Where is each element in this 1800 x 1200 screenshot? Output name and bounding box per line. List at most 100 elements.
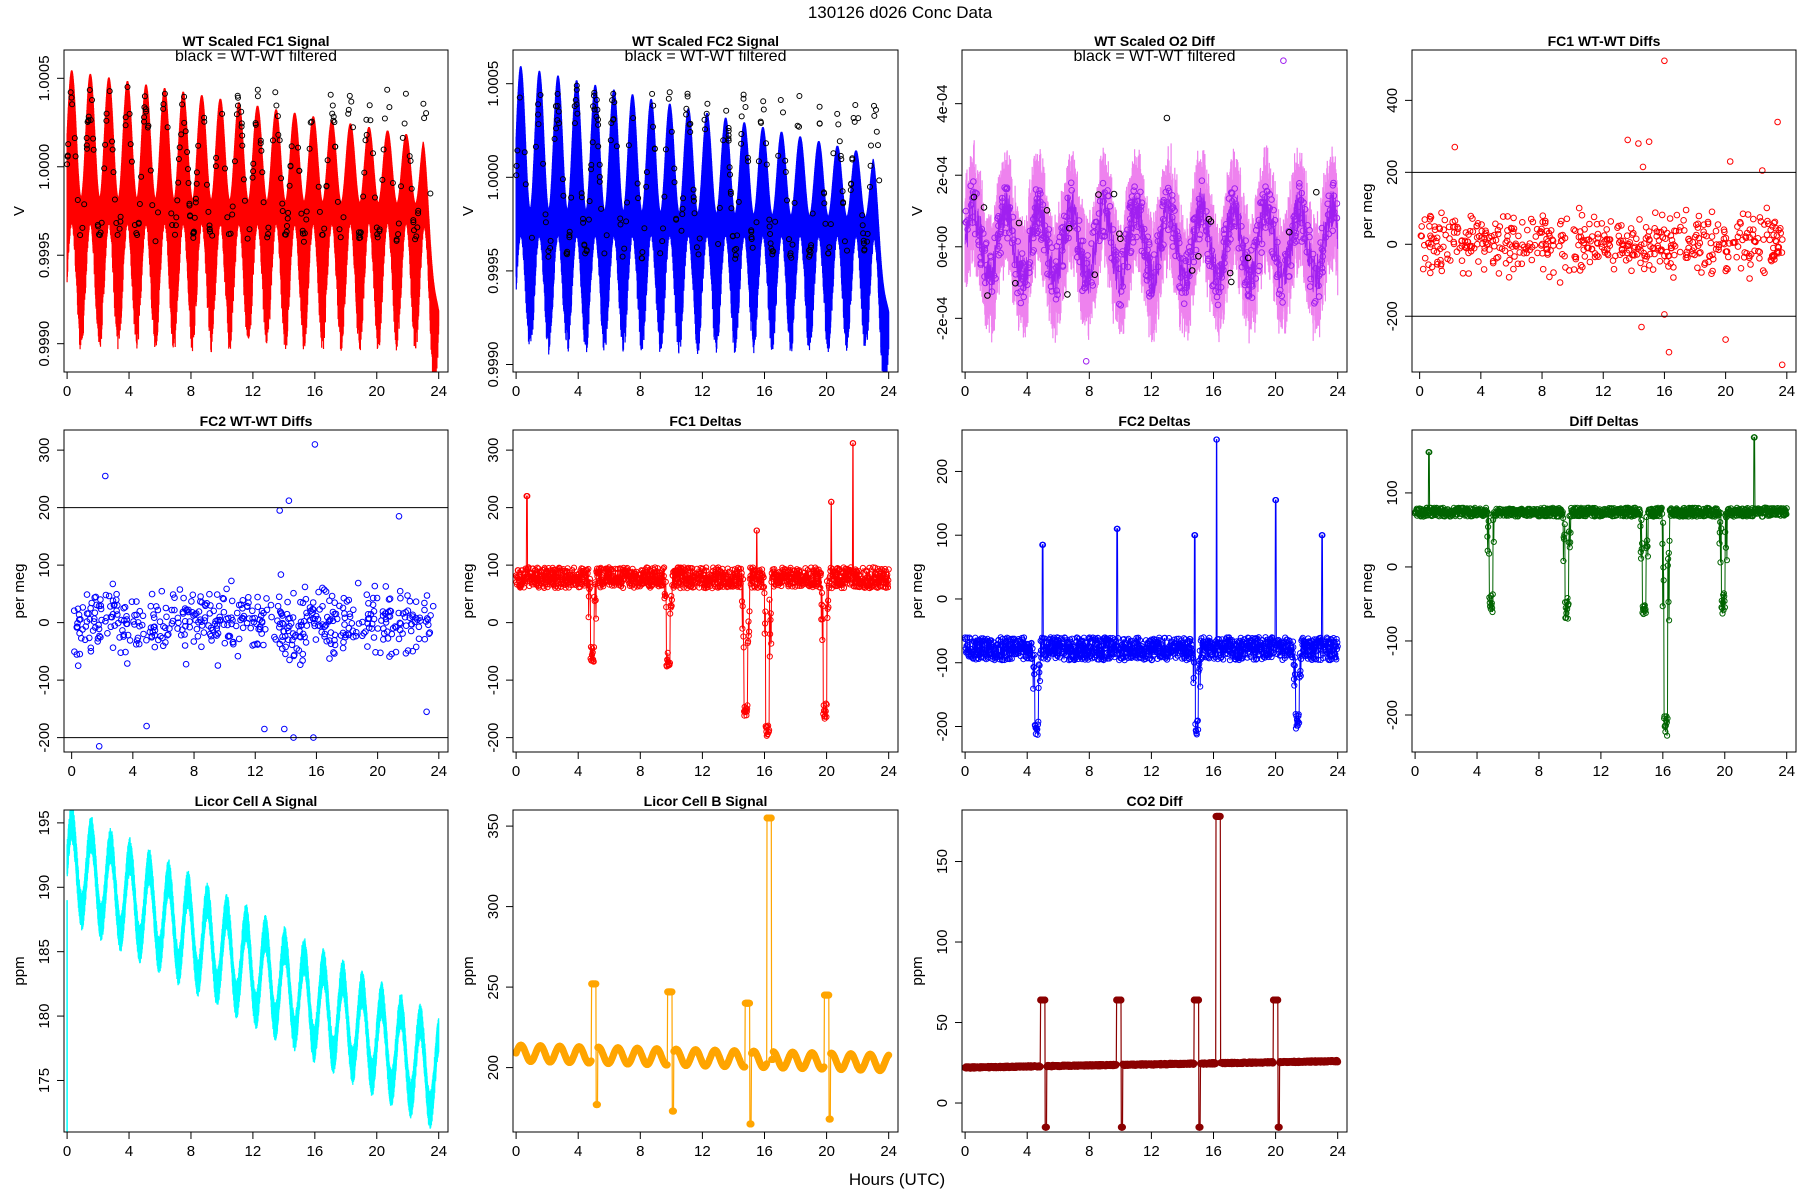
data-point (1107, 239, 1115, 246)
data-point (1469, 215, 1476, 222)
filtered-point (90, 146, 97, 153)
filtered-point (406, 153, 413, 160)
data-point (1680, 217, 1687, 224)
data-point (1524, 226, 1531, 234)
data-point (668, 592, 675, 600)
data-point (160, 623, 167, 630)
filtered-point (1091, 271, 1099, 279)
data-point (228, 597, 236, 605)
data-point (1296, 719, 1303, 727)
data-point (1778, 361, 1786, 369)
data-point (1558, 217, 1565, 225)
filtered-point (864, 238, 870, 245)
data-point (114, 611, 121, 618)
data-point (124, 631, 132, 639)
filtered-point (141, 118, 147, 125)
data-point (824, 614, 831, 622)
data-point (1661, 311, 1668, 318)
data-point (1220, 266, 1227, 274)
data-point (235, 601, 243, 609)
data-point (1306, 283, 1314, 290)
data-point (1052, 295, 1060, 303)
data-point (1511, 253, 1518, 260)
data-point (286, 656, 293, 664)
data-point (1624, 136, 1631, 144)
data-point (1239, 650, 1246, 657)
data-point (758, 566, 766, 573)
filtered-point (83, 135, 90, 141)
filtered-point (596, 173, 603, 180)
data-point (73, 623, 81, 631)
data-point (1771, 218, 1779, 226)
data-point (866, 564, 873, 571)
data-point (190, 638, 198, 645)
data-point (1032, 222, 1039, 230)
data-point (1020, 293, 1028, 301)
x-tick-label: 20 (1267, 383, 1284, 400)
data-point (267, 601, 275, 609)
data-point (1658, 211, 1666, 219)
data-point (1016, 280, 1023, 287)
data-point (1081, 284, 1089, 292)
data-point (620, 584, 627, 592)
data-point (116, 634, 123, 641)
data-point (1594, 240, 1601, 247)
data-point (1087, 269, 1094, 277)
filtered-point (103, 110, 110, 117)
data-point (1719, 239, 1727, 247)
data-point (1306, 233, 1313, 241)
data-point (1683, 251, 1690, 259)
data-point (216, 613, 223, 621)
data-point (1189, 647, 1196, 654)
filtered-point (90, 135, 97, 142)
data-point (391, 623, 399, 630)
filtered-point (780, 109, 786, 116)
data-point (107, 603, 114, 610)
filtered-point (144, 124, 151, 131)
data-point (297, 618, 305, 626)
data-point (1663, 258, 1670, 265)
data-point (1274, 238, 1281, 246)
data-point (1081, 284, 1088, 291)
data-point (1031, 651, 1038, 659)
signal-trace (515, 66, 890, 372)
data-point (1446, 235, 1453, 242)
data-point (1513, 243, 1520, 250)
data-point (746, 628, 753, 635)
filtered-point (238, 123, 245, 130)
data-point (1228, 190, 1236, 197)
data-point (1185, 258, 1193, 266)
data-point (1137, 225, 1144, 232)
filtered-point (79, 224, 86, 231)
filtered-point (336, 226, 343, 233)
filtered-point (265, 224, 272, 231)
data-point (1588, 245, 1596, 253)
data-point (1290, 661, 1297, 668)
filtered-point (847, 187, 854, 193)
data-point (1256, 262, 1263, 270)
data-point (1577, 261, 1585, 269)
filtered-point (174, 197, 181, 204)
data-point (143, 722, 150, 730)
data-point (1002, 229, 1009, 237)
data-point (201, 617, 208, 624)
data-point (153, 603, 160, 610)
data-point (258, 607, 266, 615)
data-point (1489, 608, 1496, 616)
data-point (1099, 179, 1107, 187)
data-point (1670, 274, 1677, 281)
data-point (75, 611, 83, 619)
filtered-point (757, 118, 764, 125)
data-point (1485, 523, 1492, 531)
data-point (1661, 57, 1668, 65)
data-point (102, 591, 110, 599)
data-point (95, 625, 103, 633)
y-tick-label: 1.0005 (485, 61, 502, 107)
filtered-point (679, 211, 686, 218)
filtered-point (838, 156, 845, 163)
data-point (1495, 230, 1502, 238)
data-point (130, 618, 137, 625)
filtered-point (192, 199, 199, 206)
filtered-point (307, 119, 314, 126)
data-point (1124, 226, 1131, 234)
